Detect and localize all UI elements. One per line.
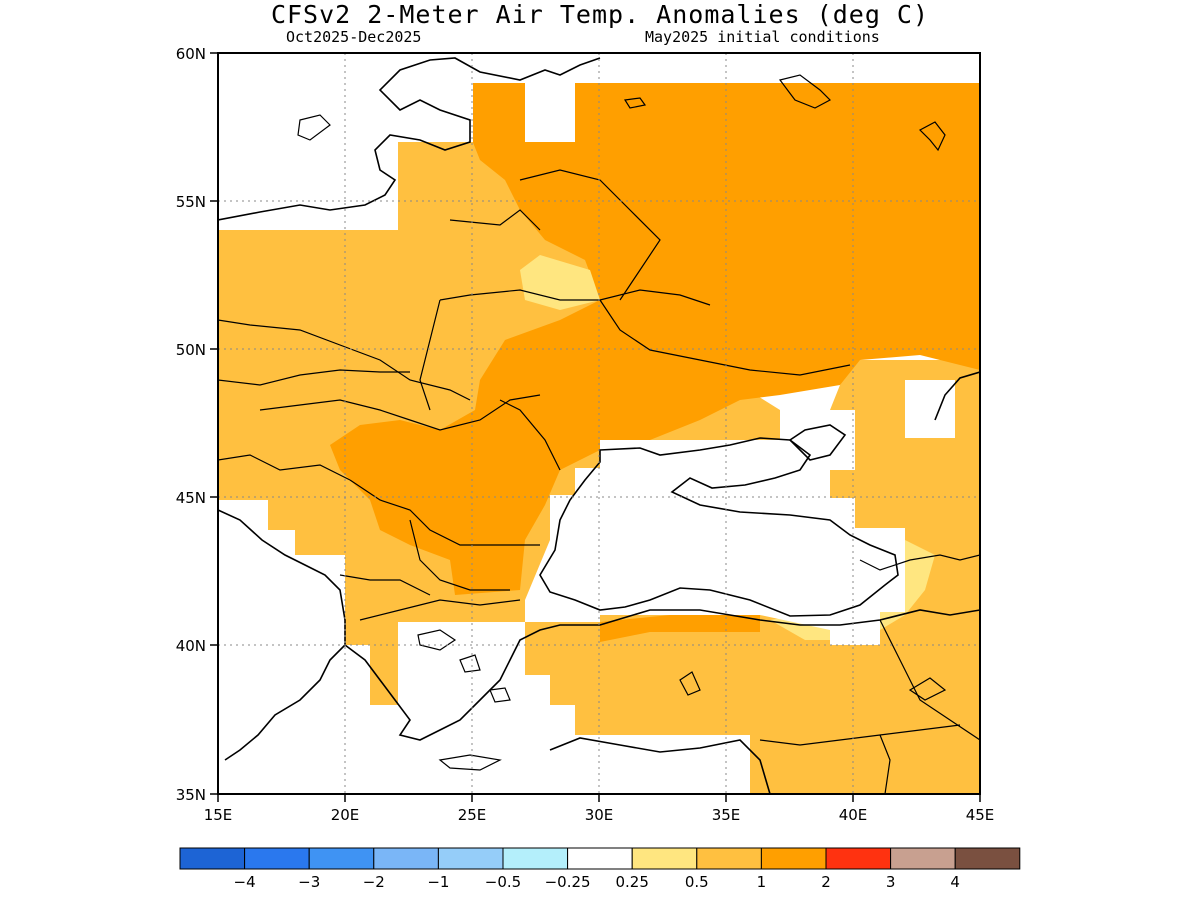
colorbar-swatch xyxy=(244,847,310,870)
anomaly-shading xyxy=(218,53,980,794)
adriatic-coast xyxy=(218,509,346,761)
colorbar-label: −0.5 xyxy=(485,873,521,891)
colorbar-label: 0.25 xyxy=(615,873,648,891)
colorbar-swatch xyxy=(502,847,569,870)
anomaly-region-0-25-to-0-5 xyxy=(770,540,935,640)
axis-ticks xyxy=(210,52,981,802)
caspian-coast xyxy=(934,371,980,421)
colorbar-label: −4 xyxy=(234,873,256,891)
colorbar-swatch xyxy=(890,847,956,870)
colorbar-swatch xyxy=(760,847,827,870)
anatolia-south-coast xyxy=(549,737,771,794)
map-title: CFSv2 2-Meter Air Temp. Anomalies (deg C… xyxy=(270,0,930,29)
lon-label: 35E xyxy=(712,806,741,824)
colorbar-label: 3 xyxy=(886,873,896,891)
colorbar-swatch xyxy=(631,847,698,870)
black-sea-coast xyxy=(539,437,899,617)
colorbar-swatch xyxy=(825,847,892,870)
colorbar-label: −1 xyxy=(427,873,449,891)
lon-label: 25E xyxy=(458,806,487,824)
colorbar-swatch xyxy=(954,847,1021,870)
lon-label: 30E xyxy=(585,806,614,824)
baltic-coast xyxy=(218,57,601,221)
colorbar-label: −0.25 xyxy=(545,873,591,891)
initial-conditions: May2025 initial conditions xyxy=(645,28,880,46)
colorbar-swatch xyxy=(373,847,439,870)
anomaly-region-1-to-2 xyxy=(600,612,760,642)
country-borders xyxy=(218,169,980,794)
colorbar-label: −3 xyxy=(298,873,320,891)
colorbar-label: 2 xyxy=(821,873,831,891)
lat-label: 55N xyxy=(176,193,206,211)
lon-label: 40E xyxy=(839,806,868,824)
forecast-period: Oct2025-Dec2025 xyxy=(286,28,422,46)
colorbar-label: 1 xyxy=(757,873,767,891)
lat-label: 60N xyxy=(176,45,206,63)
longitude-labels: 15E 20E 25E 30E 35E 40E 45E xyxy=(204,806,995,824)
colorbar-swatch xyxy=(179,847,246,870)
lat-label: 45N xyxy=(176,489,206,507)
colorbar-label: 4 xyxy=(950,873,960,891)
lat-label: 40N xyxy=(176,637,206,655)
lat-label: 50N xyxy=(176,341,206,359)
graticule xyxy=(218,53,980,794)
colorbar-label: −2 xyxy=(363,873,385,891)
aegean-coast xyxy=(344,609,980,741)
colorbar-swatch xyxy=(437,847,504,870)
anomaly-region-1-to-2 xyxy=(330,53,980,595)
latitude-labels: 60N 55N 50N 45N 40N 35N xyxy=(176,45,206,804)
lon-label: 45E xyxy=(966,806,995,824)
anomaly-region-0-25-to-0-5 xyxy=(520,255,600,310)
lon-label: 20E xyxy=(331,806,360,824)
colorbar-swatch xyxy=(696,847,762,870)
colorbar-label: 0.5 xyxy=(685,873,709,891)
colorbar: −4 −3 −2 −1 −0.5 −0.25 0.25 0.5 1 2 3 4 xyxy=(179,847,1021,891)
azov-sea-coast xyxy=(788,424,847,461)
colorbar-swatch xyxy=(308,847,375,870)
lon-label: 15E xyxy=(204,806,233,824)
lakes-islands xyxy=(297,74,947,771)
no-signal-areas xyxy=(218,53,955,794)
coastlines xyxy=(218,57,980,794)
colorbar-swatch xyxy=(567,847,633,870)
lat-label: 35N xyxy=(176,786,206,804)
